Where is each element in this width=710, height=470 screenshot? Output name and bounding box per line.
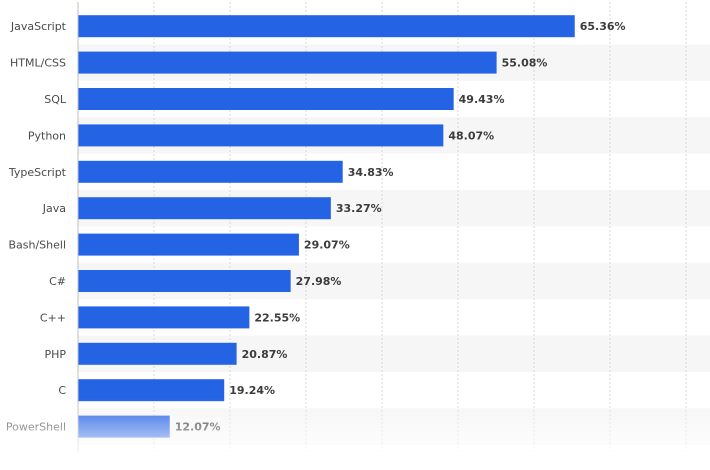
value-label: 22.55% — [254, 311, 300, 324]
value-label: 29.07% — [304, 239, 350, 252]
row-band — [78, 408, 710, 445]
bar-python — [78, 124, 444, 147]
bar-powershell — [78, 415, 170, 438]
value-label: 27.98% — [296, 275, 342, 288]
bar-java — [78, 197, 331, 220]
bars-group — [78, 15, 575, 438]
bar-php — [78, 342, 237, 365]
value-label: 33.27% — [336, 202, 382, 215]
value-label: 49.43% — [459, 93, 505, 106]
bar-c- — [78, 306, 250, 329]
category-label: C — [58, 384, 66, 397]
bar-typescript — [78, 160, 343, 183]
category-label: PowerShell — [6, 421, 66, 434]
value-label: 19.24% — [229, 384, 275, 397]
category-label: JavaScript — [10, 20, 67, 33]
value-label: 12.07% — [175, 421, 221, 434]
category-label: Java — [42, 202, 66, 215]
bar-c- — [78, 270, 291, 292]
bar-bash-shell — [78, 233, 299, 256]
grid-lines — [153, 2, 687, 453]
category-label: Python — [28, 129, 66, 142]
bar-javascript — [78, 15, 575, 38]
category-label: Bash/Shell — [8, 239, 66, 252]
value-label: 55.08% — [502, 57, 548, 70]
bar-c — [78, 379, 225, 402]
category-label: TypeScript — [8, 166, 67, 179]
category-labels: JavaScript HTML/CSS SQL Python TypeScript Jav… — [6, 20, 67, 433]
value-label: 65.36% — [580, 20, 626, 33]
category-label: PHP — [44, 348, 66, 361]
value-label: 20.87% — [242, 348, 288, 361]
value-label: 48.07% — [448, 129, 494, 142]
bar-sql — [78, 88, 454, 110]
category-label: HTML/CSS — [10, 57, 66, 70]
category-label: SQL — [44, 93, 67, 106]
category-label: C# — [49, 275, 66, 288]
bar-html-css — [78, 51, 497, 74]
value-label: 34.83% — [348, 166, 394, 179]
category-label: C++ — [40, 311, 66, 324]
